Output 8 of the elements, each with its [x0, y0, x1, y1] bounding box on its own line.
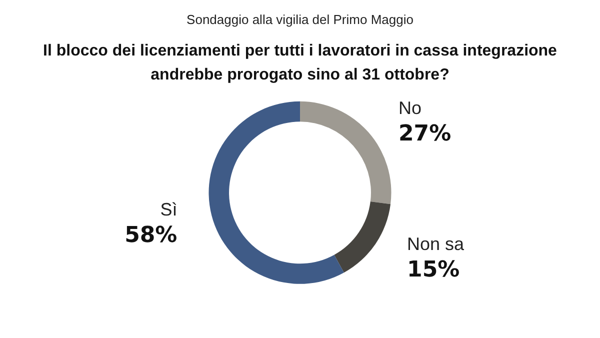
- data-label: 27%: [398, 122, 452, 147]
- chart-title: Il blocco dei licenziamenti per tutti i lavoratori in cassa integrazione andrebbe prorogato sino al 31 ottobre?: [43, 42, 558, 84]
- slice-label: Sì: [160, 199, 178, 220]
- data-label: 58%: [124, 222, 178, 248]
- chart-subtitle: Sondaggio alla vigilia del Primo Maggio: [186, 12, 414, 27]
- data-label: 15%: [407, 258, 460, 283]
- slice-label: No: [398, 98, 422, 118]
- slice-label: Non sa: [407, 234, 466, 254]
